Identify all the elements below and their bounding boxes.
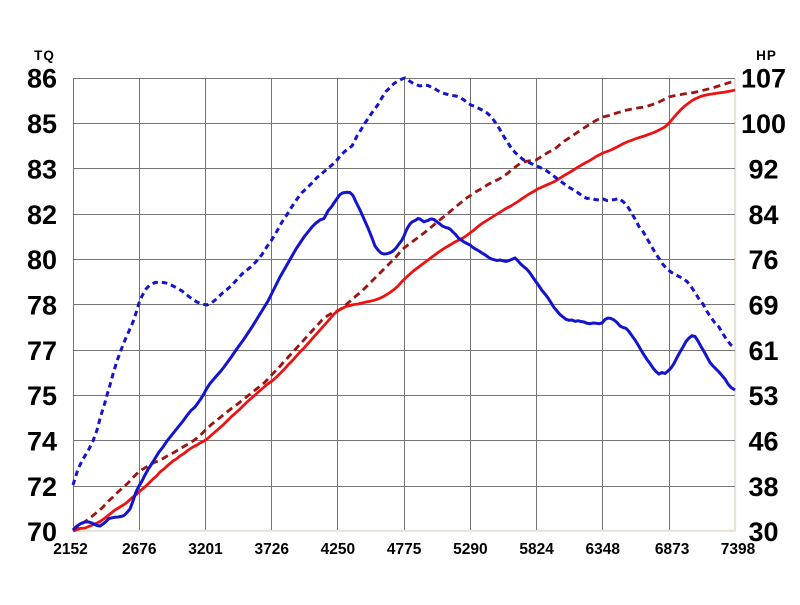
svg-text:5290: 5290 [453,541,487,558]
svg-text:83: 83 [27,154,57,184]
svg-text:69: 69 [748,290,778,320]
svg-text:TQ: TQ [34,48,55,63]
svg-text:100: 100 [741,109,786,139]
svg-text:107: 107 [741,64,786,94]
svg-text:61: 61 [748,336,778,366]
svg-text:4250: 4250 [321,541,355,558]
svg-text:77: 77 [27,336,57,366]
svg-text:74: 74 [27,427,57,457]
svg-text:3726: 3726 [254,541,289,558]
svg-text:2676: 2676 [122,541,157,558]
svg-text:80: 80 [27,245,57,275]
svg-text:85: 85 [27,109,57,139]
svg-text:86: 86 [27,64,57,94]
svg-text:78: 78 [27,290,57,320]
svg-text:38: 38 [748,472,778,502]
svg-text:30: 30 [748,517,778,547]
svg-text:53: 53 [748,381,778,411]
svg-text:6873: 6873 [655,541,690,558]
svg-text:7398: 7398 [721,541,756,558]
svg-text:72: 72 [27,472,57,502]
svg-text:6348: 6348 [586,541,621,558]
svg-text:92: 92 [748,154,778,184]
svg-text:4775: 4775 [387,541,422,558]
svg-text:70: 70 [27,517,57,547]
svg-text:76: 76 [748,245,778,275]
svg-text:2152: 2152 [53,541,87,558]
svg-text:84: 84 [748,200,778,230]
svg-text:HP: HP [756,48,777,63]
svg-text:3201: 3201 [188,541,223,558]
svg-text:75: 75 [27,381,57,411]
svg-text:46: 46 [748,427,778,457]
svg-text:82: 82 [27,200,57,230]
svg-text:5824: 5824 [519,541,554,558]
